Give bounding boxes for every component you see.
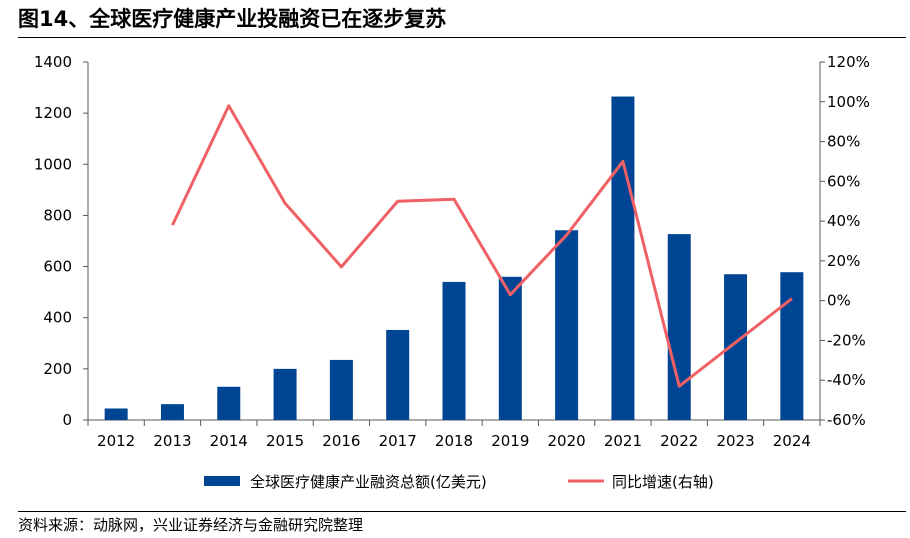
growth-line (171, 104, 793, 388)
right-tick-label: 40% (827, 212, 860, 230)
left-tick-label: 600 (43, 258, 72, 276)
left-tick-label: 0 (62, 411, 72, 429)
bar (160, 404, 184, 420)
x-tick-label: 2021 (604, 432, 642, 450)
x-tick-label: 2019 (491, 432, 529, 450)
left-tick-label: 800 (43, 206, 72, 224)
bar (273, 368, 297, 420)
source-rule (18, 511, 906, 512)
right-tick-label: -60% (827, 411, 866, 429)
title-rule (18, 37, 906, 38)
right-tick-label: 120% (827, 53, 870, 71)
right-tick-label: 80% (827, 133, 860, 151)
x-tick-label: 2014 (210, 432, 248, 450)
left-tick-label: 400 (43, 309, 72, 327)
bar (555, 230, 579, 420)
legend-bar-swatch (204, 476, 240, 486)
right-tick-label: 20% (827, 252, 860, 270)
right-tick-label: -20% (827, 331, 866, 349)
x-tick-label: 2022 (660, 432, 698, 450)
x-tick-label: 2023 (716, 432, 754, 450)
legend-line-label: 同比增速(右轴) (612, 473, 714, 491)
bar (724, 274, 748, 420)
x-tick-label: 2013 (153, 432, 191, 450)
right-tick-label: 60% (827, 172, 860, 190)
x-tick-label: 2020 (548, 432, 586, 450)
x-tick-label: 2018 (435, 432, 473, 450)
left-tick-label: 1200 (34, 104, 72, 122)
left-tick-label: 1400 (34, 53, 72, 71)
bar (611, 96, 635, 421)
right-tick-label: 100% (827, 93, 870, 111)
x-tick-label: 2024 (773, 432, 811, 450)
x-tick-label: 2012 (97, 432, 135, 450)
bar (780, 272, 804, 420)
left-tick-label: 200 (43, 360, 72, 378)
right-tick-label: 0% (827, 292, 851, 310)
left-tick-label: 1000 (34, 155, 72, 173)
bar (104, 408, 128, 420)
bar (498, 276, 522, 420)
legend-bar-label: 全球医疗健康产业融资总额(亿美元) (250, 473, 487, 491)
bar (217, 386, 241, 420)
bar (442, 281, 466, 420)
x-tick-label: 2017 (379, 432, 417, 450)
bar (667, 234, 691, 420)
right-tick-label: -40% (827, 371, 866, 389)
figure-title: 图14、全球医疗健康产业投融资已在逐步复苏 (18, 7, 447, 31)
x-tick-label: 2016 (322, 432, 360, 450)
bar (386, 329, 410, 420)
x-tick-label: 2015 (266, 432, 304, 450)
source-note: 资料来源：动脉网，兴业证券经济与金融研究院整理 (18, 516, 364, 534)
bar (329, 359, 353, 420)
